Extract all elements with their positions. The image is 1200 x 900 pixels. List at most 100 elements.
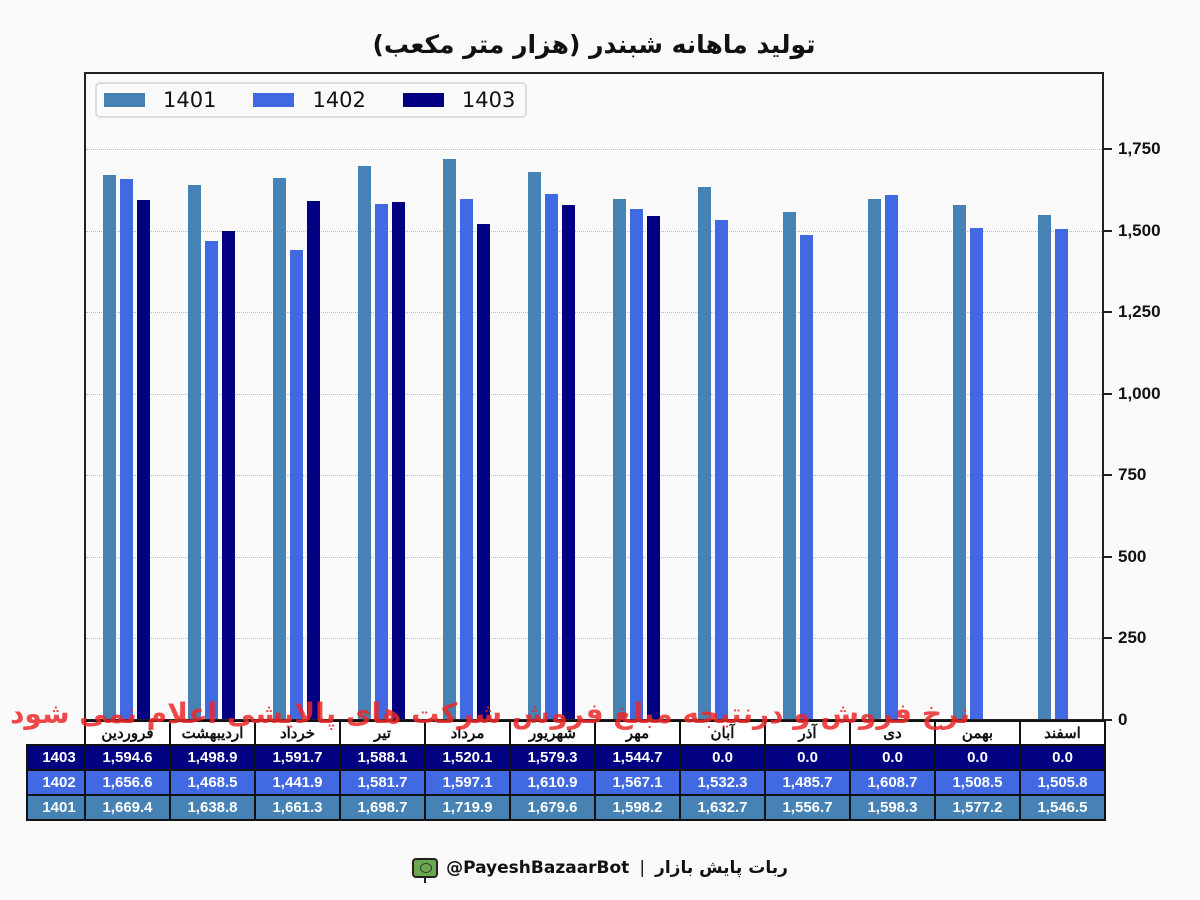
bar-1403-4 [477, 224, 490, 720]
bar-1403-5 [562, 204, 575, 720]
bar-1403-0 [137, 199, 150, 720]
table-cell: 1,468.5 [169, 769, 256, 796]
bar-1401-3 [358, 165, 371, 720]
table-cell: 1,679.6 [509, 794, 596, 821]
bar-1402-8 [800, 235, 813, 720]
footer-brand: ربات پایش بازار [655, 858, 788, 878]
table-cell: 1,669.4 [84, 794, 171, 821]
table-row: 1401 1,669.4 1,638.8 1,661.3 1,698.7 1,719.9 1… [26, 794, 1106, 821]
data-table: فروردین اردیبهشت خرداد تیر مرداد شهریور مهر آبا… [26, 720, 1106, 821]
bar-1401-9 [868, 198, 881, 720]
legend-label: 1403 [461, 88, 516, 112]
y-tick-label: 1,500 [1118, 220, 1161, 240]
watermark-notice: نرخ فروش و درنتیجه مبلغ فروش شرکت های پا… [10, 697, 970, 730]
bar-1401-6 [613, 198, 626, 720]
bar-1403-3 [392, 201, 405, 720]
chart-title: تولید ماهانه شبندر (هزار متر مکعب) [372, 30, 816, 59]
gridline [86, 556, 1102, 558]
bar-1403-2 [307, 200, 320, 720]
bar-1403-6 [647, 216, 660, 720]
table-header-cell: فروردین [84, 720, 171, 746]
legend-swatch [253, 93, 295, 107]
gridline [86, 393, 1102, 395]
table-cell: 1,508.5 [934, 769, 1021, 796]
legend-item-1403: 1403 [402, 88, 516, 112]
bar-1401-5 [528, 171, 541, 720]
bar-1402-3 [375, 203, 388, 720]
table-cell: 1,597.1 [424, 769, 511, 796]
x-axis-baseline [84, 719, 1104, 721]
monitor-bot-icon [412, 858, 439, 883]
bar-1401-4 [443, 158, 456, 720]
bar-1402-0 [120, 179, 133, 720]
gridline [86, 475, 1102, 477]
table-cell: 0.0 [934, 744, 1021, 771]
table-header-cell: آبان [679, 720, 766, 746]
table-cell: 1,719.9 [424, 794, 511, 821]
table-header-cell: خرداد [254, 720, 341, 746]
table-cell: 1,656.6 [84, 769, 171, 796]
bar-1402-2 [290, 249, 303, 720]
bar-1402-10 [970, 227, 983, 720]
table-cell: 1,567.1 [594, 769, 681, 796]
table-cell: 1,591.7 [254, 744, 341, 771]
bar-1401-0 [103, 175, 116, 720]
table-cell: 1,594.6 [84, 744, 171, 771]
bar-1402-4 [460, 198, 473, 720]
table-cell: 1,661.3 [254, 794, 341, 821]
table-cell: 1,579.3 [509, 744, 596, 771]
y-tick-label: 500 [1118, 546, 1147, 566]
y-tick [1104, 229, 1112, 232]
gridline [86, 312, 1102, 314]
row-label: 1402 [26, 769, 86, 796]
bar-1403-1 [222, 230, 235, 720]
table-header-cell: بهمن [934, 720, 1021, 746]
table-cell: 1,577.2 [934, 794, 1021, 821]
table-row: 1402 1,656.6 1,468.5 1,441.9 1,581.7 1,597.1 1… [26, 769, 1106, 796]
bar-1401-7 [698, 187, 711, 720]
row-label: 1403 [26, 744, 86, 771]
row-label: 1401 [26, 794, 86, 821]
table-cell: 1,532.3 [679, 769, 766, 796]
bar-1402-6 [630, 208, 643, 720]
bar-1401-11 [1038, 215, 1051, 720]
table-header-cell: شهریور [509, 720, 596, 746]
y-tick [1104, 637, 1112, 640]
table-cell: 1,485.7 [764, 769, 851, 796]
table-cell: 1,598.3 [849, 794, 936, 821]
table-cell: 1,638.8 [169, 794, 256, 821]
gridline [86, 230, 1102, 232]
legend-label: 1401 [163, 88, 217, 112]
legend-swatch [104, 93, 145, 107]
table-header-cell: اسفند [1019, 720, 1106, 746]
y-tick [1104, 719, 1112, 721]
table-cell: 1,608.7 [849, 769, 936, 796]
bar-1402-1 [205, 240, 218, 720]
legend: 1401 1402 1403 [95, 82, 527, 118]
gridline [86, 638, 1102, 640]
table-header-cell: اردیبهشت [169, 720, 256, 746]
y-tick-label: 1,250 [1118, 302, 1161, 322]
table-cell: 1,698.7 [339, 794, 426, 821]
table-cell: 0.0 [1019, 744, 1106, 771]
table-header-row: فروردین اردیبهشت خرداد تیر مرداد شهریور مهر آبا… [27, 720, 1106, 746]
table-cell: 1,505.8 [1019, 769, 1106, 796]
bar-1401-1 [188, 185, 201, 720]
footer-handle: @PayeshBazaarBot [446, 858, 630, 878]
table-header-cell: دی [849, 720, 936, 746]
table-cell: 0.0 [849, 744, 936, 771]
legend-item-1401: 1401 [104, 88, 216, 112]
gridline [86, 149, 1102, 150]
y-tick-label: 0 [1118, 710, 1128, 729]
table-header-cell: آذر [764, 720, 851, 746]
footer: @PayeshBazaarBot | ربات پایش بازار [0, 858, 1200, 883]
legend-item-1402: 1402 [253, 88, 366, 112]
table-row: 1403 1,594.6 1,498.9 1,591.7 1,588.1 1,520.1 1… [26, 744, 1106, 771]
table-header-cell: تیر [339, 720, 426, 746]
y-tick [1104, 148, 1112, 150]
y-tick-label: 1,000 [1118, 383, 1161, 403]
bar-1401-8 [783, 212, 796, 720]
bar-1402-9 [885, 195, 898, 720]
plot-area [84, 72, 1104, 720]
table-cell: 1,556.7 [764, 794, 851, 821]
